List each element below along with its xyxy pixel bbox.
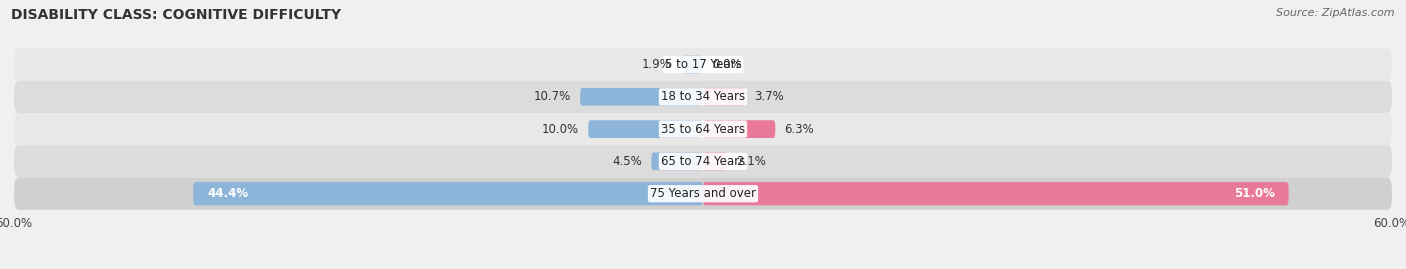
FancyBboxPatch shape [681,56,703,73]
Text: 44.4%: 44.4% [207,187,247,200]
Text: 18 to 34 Years: 18 to 34 Years [661,90,745,103]
FancyBboxPatch shape [193,182,703,205]
FancyBboxPatch shape [14,113,1392,145]
Text: 75 Years and over: 75 Years and over [650,187,756,200]
Text: 10.0%: 10.0% [541,123,579,136]
Text: Source: ZipAtlas.com: Source: ZipAtlas.com [1277,8,1395,18]
Text: 6.3%: 6.3% [785,123,814,136]
FancyBboxPatch shape [703,88,745,106]
FancyBboxPatch shape [703,153,727,170]
FancyBboxPatch shape [651,153,703,170]
Text: 3.7%: 3.7% [755,90,785,103]
Text: 2.1%: 2.1% [737,155,766,168]
FancyBboxPatch shape [703,120,775,138]
Text: DISABILITY CLASS: COGNITIVE DIFFICULTY: DISABILITY CLASS: COGNITIVE DIFFICULTY [11,8,342,22]
FancyBboxPatch shape [588,120,703,138]
Legend: Male, Female: Male, Female [647,266,759,269]
FancyBboxPatch shape [14,145,1392,178]
FancyBboxPatch shape [703,182,1289,205]
FancyBboxPatch shape [14,81,1392,113]
Text: 35 to 64 Years: 35 to 64 Years [661,123,745,136]
Text: 1.9%: 1.9% [643,58,672,71]
Text: 65 to 74 Years: 65 to 74 Years [661,155,745,168]
FancyBboxPatch shape [14,178,1392,210]
Text: 4.5%: 4.5% [613,155,643,168]
FancyBboxPatch shape [581,88,703,106]
Text: 5 to 17 Years: 5 to 17 Years [665,58,741,71]
Text: 10.7%: 10.7% [534,90,571,103]
FancyBboxPatch shape [14,48,1392,81]
Text: 0.0%: 0.0% [713,58,742,71]
Text: 51.0%: 51.0% [1234,187,1275,200]
